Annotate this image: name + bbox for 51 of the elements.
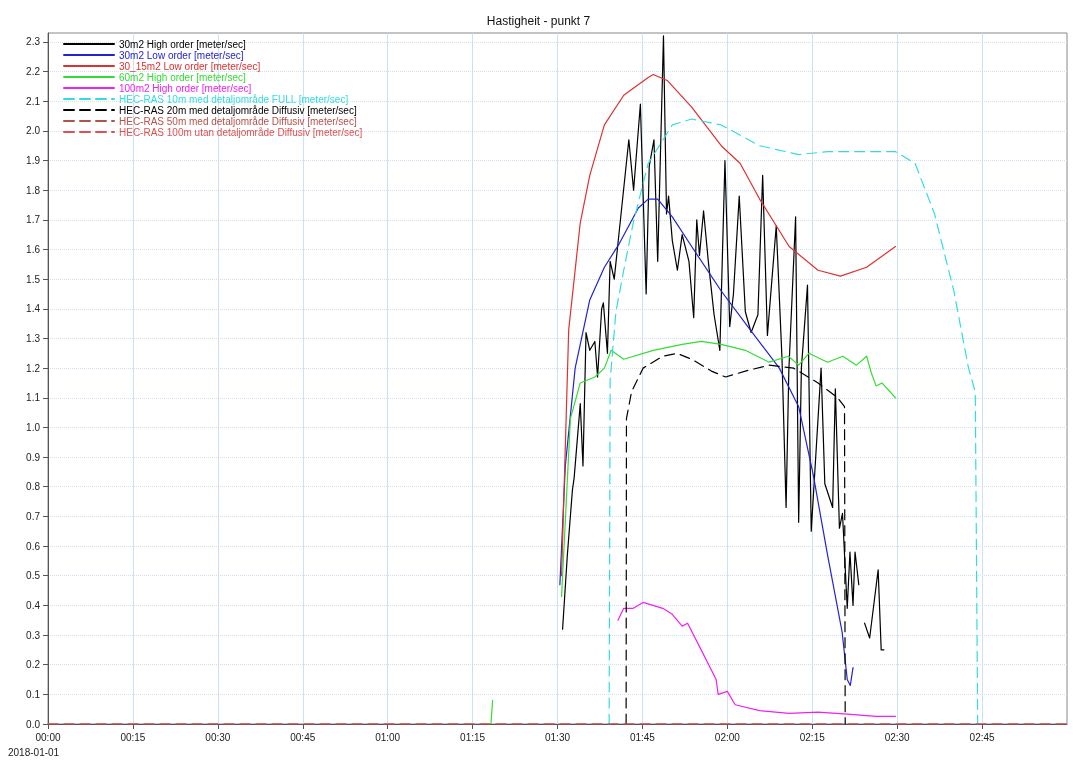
y-tick-label: 1.4 — [26, 303, 41, 315]
y-tick-label: 1.0 — [26, 421, 41, 433]
x-tick-label: 01:45 — [629, 731, 656, 743]
x-tick-label: 02:15 — [799, 731, 826, 743]
legend-label: 30m2 Low order [meter/sec] — [119, 49, 244, 61]
legend-label: 100m2 High order [meter/sec] — [119, 82, 252, 94]
y-tick-label: 2.1 — [26, 95, 41, 107]
legend-label: 30m2 High order [meter/sec] — [119, 38, 246, 50]
legend-label: HEC-RAS 100m utan detaljområde Diffusiv [meter/sec] — [119, 126, 363, 138]
x-tick-label: 02:45 — [969, 731, 996, 743]
x-tick-label: 01:15 — [460, 731, 486, 743]
text: 2018-01-01 — [8, 746, 60, 758]
y-tick-label: 0.4 — [26, 599, 41, 611]
x-tick-label: 02:30 — [884, 731, 911, 743]
y-tick-label: 1.7 — [26, 214, 41, 226]
y-tick-label: 1.3 — [26, 332, 41, 344]
y-tick-label: 2.2 — [26, 66, 41, 78]
x-tick-label: 00:30 — [205, 731, 231, 743]
y-tick-label: 0.6 — [26, 540, 41, 552]
x-tick-label: 00:15 — [120, 731, 146, 743]
legend-label: HEC-RAS 20m med detaljområde Diffusiv [meter/sec] — [119, 104, 357, 116]
x-tick-label: 01:00 — [375, 731, 401, 743]
line-series — [559, 198, 854, 687]
x-tick-label: 02:00 — [714, 731, 741, 743]
legend-label: HEC-RAS 50m med detaljområde Diffusiv [meter/sec] — [119, 115, 357, 127]
y-tick-label: 1.2 — [26, 362, 41, 374]
y-tick-label: 2.3 — [26, 36, 41, 48]
line-series — [608, 118, 979, 725]
y-tick-label: 0.3 — [26, 629, 41, 641]
y-tick-label: 0.5 — [26, 570, 41, 582]
y-tick-label: 0.7 — [26, 510, 41, 522]
y-tick-label: 0.2 — [26, 659, 41, 671]
x-tick-label: 00:45 — [290, 731, 316, 743]
line-series — [560, 73, 897, 577]
y-tick-label: 1.1 — [26, 392, 41, 404]
line-series — [617, 601, 897, 717]
legend-label: 60m2 High order [meter/sec] — [119, 71, 246, 83]
y-tick-label: 1.6 — [26, 243, 41, 255]
y-tick-label: 0.0 — [26, 718, 41, 730]
x-tick-label: 00:00 — [35, 731, 61, 743]
y-tick-label: 1.9 — [26, 155, 41, 167]
legend-label: 30_15m2 Low order [meter/sec] — [119, 60, 261, 72]
legend-label: HEC-RAS 10m med detaljområde FULL [meter/sec] — [119, 93, 349, 105]
y-tick-label: 1.5 — [26, 273, 41, 285]
y-tick-label: 0.8 — [26, 481, 41, 493]
y-tick-label: 1.8 — [26, 184, 41, 196]
chart-title: Hastigheit - punkt 7 — [486, 14, 591, 28]
y-tick-label: 0.9 — [26, 451, 41, 463]
y-tick-label: 2.0 — [26, 125, 41, 137]
x-tick-label: 01:30 — [544, 731, 571, 743]
y-tick-label: 0.1 — [26, 688, 41, 700]
